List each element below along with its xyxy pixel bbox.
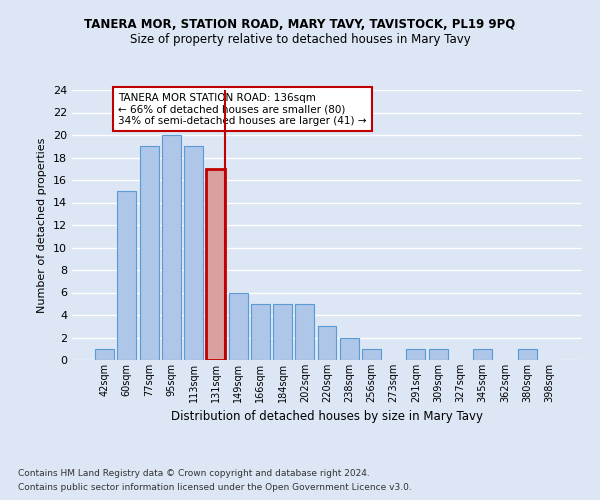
Bar xyxy=(140,146,158,360)
X-axis label: Distribution of detached houses by size in Mary Tavy: Distribution of detached houses by size … xyxy=(171,410,483,424)
Bar xyxy=(362,349,381,360)
Bar xyxy=(184,146,203,360)
Text: Contains HM Land Registry data © Crown copyright and database right 2024.: Contains HM Land Registry data © Crown c… xyxy=(18,468,370,477)
Bar xyxy=(162,135,181,360)
Bar xyxy=(429,349,448,360)
Text: TANERA MOR STATION ROAD: 136sqm
← 66% of detached houses are smaller (80)
34% of: TANERA MOR STATION ROAD: 136sqm ← 66% of… xyxy=(118,92,367,126)
Bar xyxy=(473,349,492,360)
Bar xyxy=(95,349,114,360)
Text: Size of property relative to detached houses in Mary Tavy: Size of property relative to detached ho… xyxy=(130,32,470,46)
Bar xyxy=(340,338,359,360)
Bar xyxy=(229,292,248,360)
Bar xyxy=(273,304,292,360)
Bar xyxy=(251,304,270,360)
Bar xyxy=(317,326,337,360)
Bar xyxy=(118,191,136,360)
Text: Contains public sector information licensed under the Open Government Licence v3: Contains public sector information licen… xyxy=(18,484,412,492)
Bar xyxy=(295,304,314,360)
Y-axis label: Number of detached properties: Number of detached properties xyxy=(37,138,47,312)
Bar xyxy=(518,349,536,360)
Bar xyxy=(406,349,425,360)
Text: TANERA MOR, STATION ROAD, MARY TAVY, TAVISTOCK, PL19 9PQ: TANERA MOR, STATION ROAD, MARY TAVY, TAV… xyxy=(85,18,515,30)
Bar xyxy=(206,169,225,360)
